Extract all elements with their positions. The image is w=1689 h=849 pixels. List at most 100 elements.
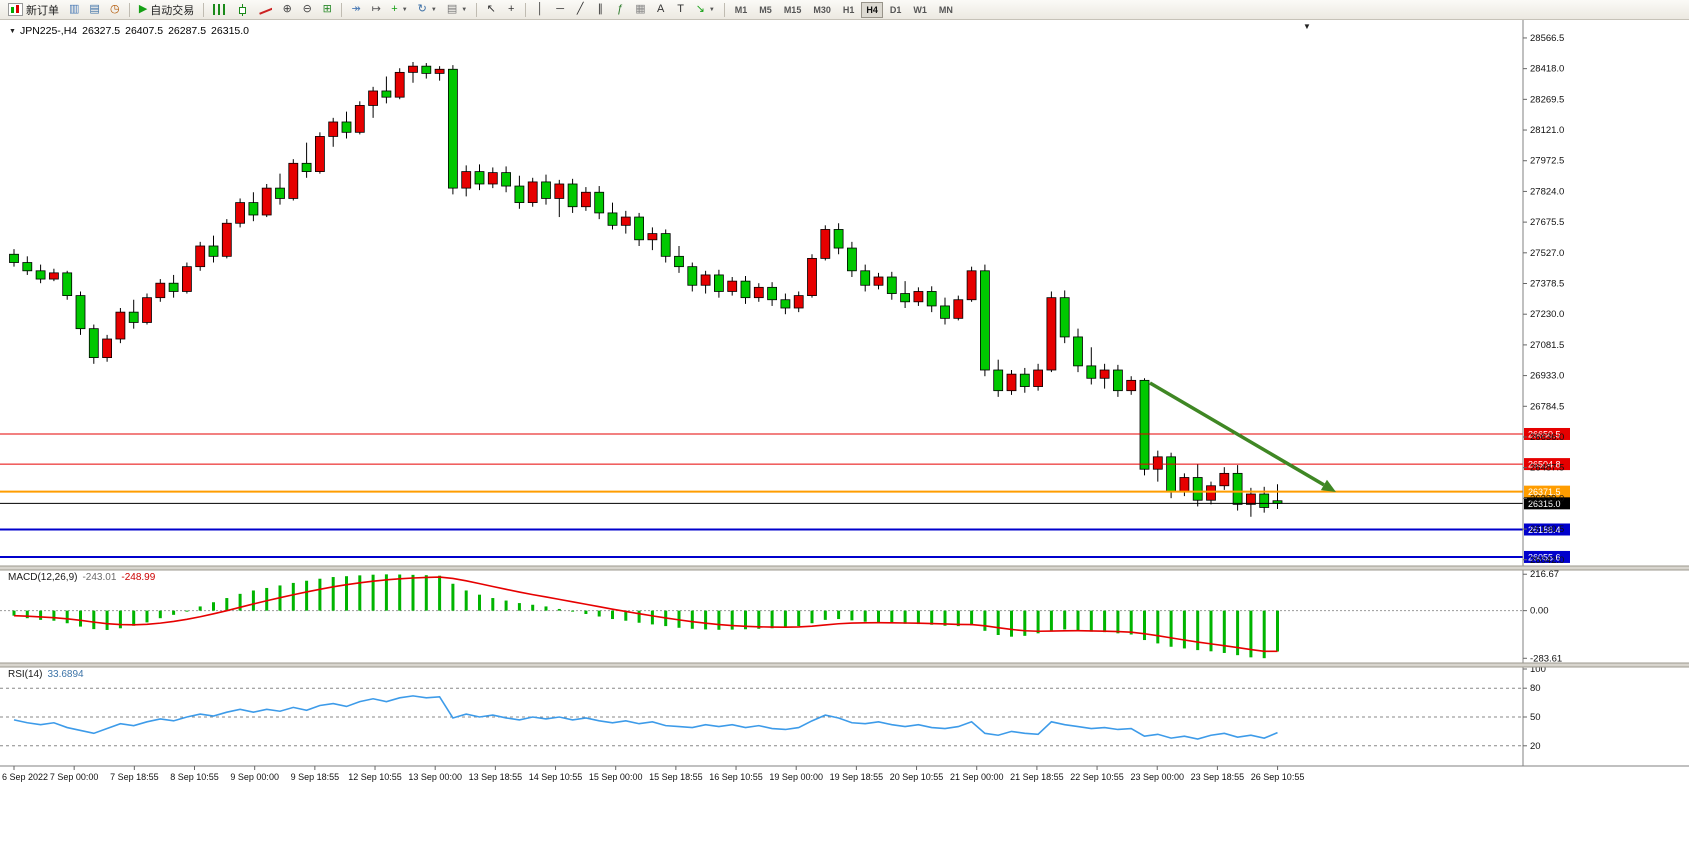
arrows-tool-icon: ↘ bbox=[695, 3, 705, 15]
text-tool-button[interactable]: A bbox=[652, 1, 670, 19]
bar-chart-mode-button[interactable] bbox=[209, 1, 230, 19]
macd-histogram-bar bbox=[411, 574, 415, 611]
chart-menu-caret-icon[interactable]: ▼ bbox=[1303, 22, 1311, 31]
chart-window-button[interactable]: ▥ bbox=[65, 1, 83, 19]
auto-scroll-button[interactable]: ↠ bbox=[347, 1, 365, 19]
macd-histogram-bar bbox=[398, 574, 402, 611]
cursor-tool-icon: ↖ bbox=[486, 3, 496, 15]
chart-profiles-icon: ↻ bbox=[417, 3, 427, 15]
candle-body bbox=[1099, 369, 1110, 379]
autotrading-label: 自动交易 bbox=[150, 4, 195, 17]
macd-histogram-bar bbox=[118, 610, 122, 629]
macd-histogram-bar bbox=[478, 594, 481, 611]
price-tick-label: 26784.5 bbox=[1530, 401, 1564, 412]
arrows-tool-button[interactable]: ↘ ▼ bbox=[692, 1, 719, 19]
macd-histogram-bar bbox=[1182, 610, 1186, 649]
candle-body bbox=[687, 266, 698, 286]
price-tick-label: 28121.0 bbox=[1530, 125, 1564, 136]
timeframe-w1-button[interactable]: W1 bbox=[908, 2, 932, 18]
timeframe-m30-button[interactable]: M30 bbox=[808, 2, 836, 18]
timeframe-d1-button[interactable]: D1 bbox=[885, 2, 907, 18]
timeframe-h4-button[interactable]: H4 bbox=[861, 1, 883, 18]
horizontal-line-tool-button[interactable]: ─ bbox=[551, 1, 569, 19]
price-level-badge bbox=[1524, 458, 1570, 471]
text-label-tool-icon: T bbox=[677, 3, 684, 15]
candlestick-mode-button[interactable] bbox=[232, 1, 253, 19]
zoom-in-button[interactable]: ⊕ bbox=[278, 1, 296, 19]
timeframe-h1-button[interactable]: H1 bbox=[838, 2, 860, 18]
macd-histogram-bar bbox=[25, 610, 29, 619]
timeframe-m15-button[interactable]: M15 bbox=[779, 2, 807, 18]
candle-body bbox=[314, 136, 325, 172]
market-watch-button[interactable]: ▤ bbox=[85, 1, 103, 19]
date-label: 13 Sep 18:55 bbox=[469, 772, 523, 782]
candle-body bbox=[394, 71, 405, 98]
candle-body bbox=[35, 270, 46, 280]
price-axis[interactable]: 26650.5 26504.8 26371.5 26315.0 26188.4 26055… bbox=[1522, 20, 1570, 766]
price-tick-label: 26636.0 bbox=[1530, 432, 1564, 443]
crosshair-tool-button[interactable]: + bbox=[502, 1, 520, 19]
price-level-badge-text: 26188.4 bbox=[1528, 525, 1561, 535]
price-tick-label: 27675.5 bbox=[1530, 217, 1564, 228]
time-axis[interactable]: 6 Sep 2022 7 Sep 00:00 7 Sep 18:55 8 Sep 10… bbox=[0, 765, 1689, 782]
rsi-value: 33.6894 bbox=[47, 669, 84, 680]
candle-body bbox=[341, 121, 352, 133]
candle-body bbox=[102, 338, 112, 359]
candle-body bbox=[1019, 373, 1030, 387]
candle-body bbox=[807, 257, 817, 296]
price-tick-label: 28418.0 bbox=[1530, 64, 1564, 75]
vertical-line-tool-button[interactable]: │ bbox=[531, 1, 549, 19]
candle-body bbox=[926, 291, 937, 307]
candle-body bbox=[1206, 485, 1216, 501]
macd-histogram-bar bbox=[611, 610, 614, 620]
new-order-button[interactable]: 新订单 bbox=[4, 1, 63, 19]
macd-histogram-bar bbox=[1209, 610, 1213, 652]
cursor-tool-button[interactable]: ↖ bbox=[482, 1, 500, 19]
panel-separator[interactable] bbox=[0, 566, 1689, 570]
fibonacci-tool-button[interactable]: ƒ bbox=[611, 1, 629, 19]
new-order-icon bbox=[8, 3, 23, 16]
ohlc-close: 26315.0 bbox=[211, 25, 250, 37]
macd-histogram-bar bbox=[757, 610, 761, 629]
text-label-tool-button[interactable]: T bbox=[672, 1, 690, 19]
price-chart-panel[interactable] bbox=[0, 62, 1523, 558]
rsi-panel[interactable]: 100 80 50 20 bbox=[0, 664, 1546, 752]
channel-tool-button[interactable]: ∥ bbox=[591, 1, 609, 19]
panel-separator[interactable] bbox=[0, 663, 1689, 667]
price-level-badge-text: 26650.5 bbox=[1528, 429, 1561, 439]
chart-symbol-caret-icon[interactable]: ▼ bbox=[9, 28, 16, 35]
add-indicator-button[interactable]: + ▼ bbox=[387, 1, 411, 19]
candle-body bbox=[248, 202, 259, 216]
macd-histogram-bar bbox=[797, 610, 801, 627]
shapes-tool-button[interactable]: ▦ bbox=[631, 1, 649, 19]
macd-histogram-bar bbox=[132, 610, 136, 626]
timeframe-m1-button[interactable]: M1 bbox=[730, 2, 753, 18]
candle-body bbox=[1192, 477, 1203, 501]
candle-body bbox=[833, 229, 844, 249]
zoom-out-button[interactable]: ⊖ bbox=[298, 1, 316, 19]
macd-histogram-bar bbox=[1063, 610, 1067, 630]
macd-histogram-bar bbox=[305, 580, 309, 611]
candle-body bbox=[115, 311, 126, 340]
price-level-badge bbox=[1524, 485, 1570, 498]
macd-histogram-bar bbox=[916, 610, 920, 625]
tile-windows-button[interactable]: ⊞ bbox=[318, 1, 336, 19]
line-chart-mode-button[interactable] bbox=[255, 1, 276, 19]
trend-arrow[interactable] bbox=[1149, 381, 1325, 487]
macd-panel[interactable]: 216.67 0.00 -283.61 bbox=[0, 569, 1562, 664]
candle-body bbox=[1246, 493, 1256, 505]
timeframe-m5-button[interactable]: M5 bbox=[754, 2, 777, 18]
date-label: 12 Sep 10:55 bbox=[348, 772, 402, 782]
strategy-tester-button[interactable]: ◷ bbox=[106, 1, 124, 19]
chart-profiles-button[interactable]: ↻ ▼ bbox=[414, 1, 441, 19]
chart-shift-button[interactable]: ↦ bbox=[367, 1, 385, 19]
trendline-tool-button[interactable]: ╱ bbox=[571, 1, 589, 19]
timeframe-mn-button[interactable]: MN bbox=[934, 2, 958, 18]
price-tick-label: 26190.5 bbox=[1530, 524, 1564, 535]
chart-templates-button[interactable]: ▤ ▼ bbox=[443, 1, 471, 19]
autotrading-button[interactable]: ▶ 自动交易 bbox=[135, 1, 198, 19]
macd-histogram-bar bbox=[238, 593, 242, 611]
macd-histogram-bar bbox=[371, 574, 375, 611]
ohlc-low: 26287.5 bbox=[168, 25, 207, 37]
